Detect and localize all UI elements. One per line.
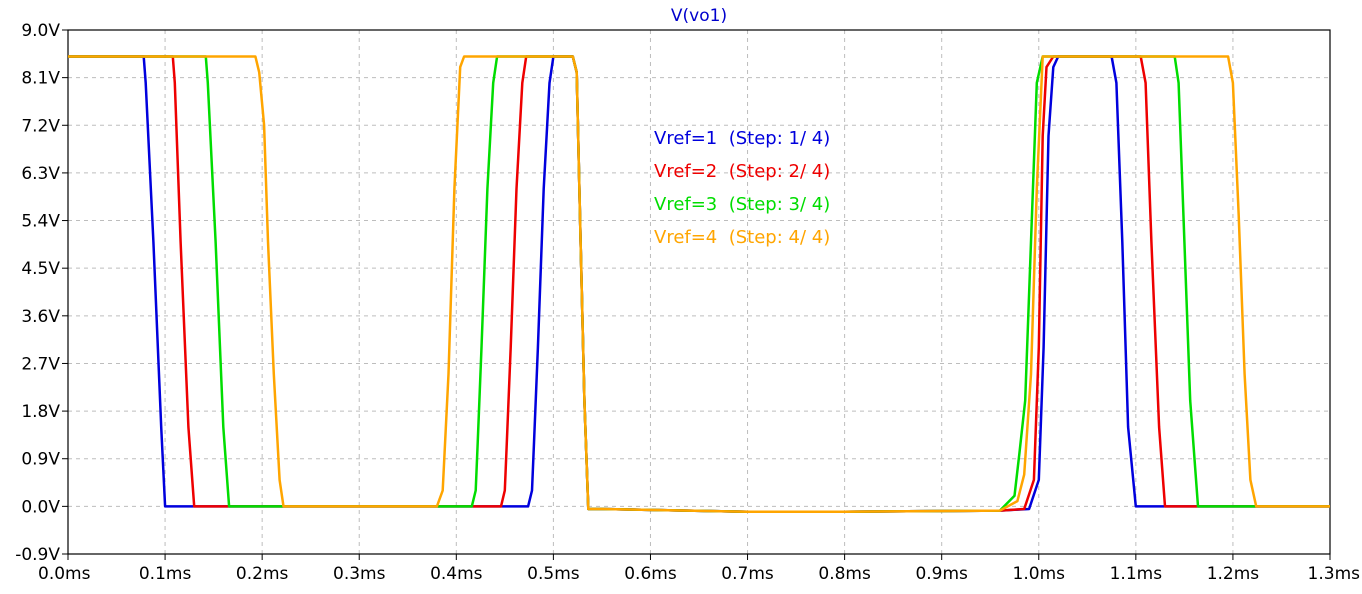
x-tick-label: 0.9ms [915, 564, 968, 584]
chart-title: V(vo1) [671, 6, 727, 26]
legend-entry-2: Vref=2 (Step: 2/ 4) [654, 161, 830, 182]
x-tick-label: 1.1ms [1110, 564, 1163, 584]
x-tick-label: 0.0ms [38, 564, 91, 584]
y-tick-label: 7.2V [21, 116, 60, 136]
x-tick-label: 0.8ms [818, 564, 871, 584]
legend-entry-1: Vref=1 (Step: 1/ 4) [654, 128, 830, 149]
y-axis-ticks: 9.0V 8.1V 7.2V 6.3V 5.4V 4.5V 3.6V 2.7V 1.8V 0.9V… [15, 21, 68, 565]
y-tick-label: 0.9V [21, 450, 60, 470]
legend-entry-3: Vref=3 (Step: 3/ 4) [654, 194, 830, 215]
x-tick-label: 0.3ms [333, 564, 386, 584]
y-tick-label: -0.9V [15, 545, 60, 565]
y-tick-label: 9.0V [21, 21, 60, 41]
y-tick-label: 6.3V [21, 164, 60, 184]
series-line-4 [68, 55, 1330, 513]
x-tick-label: 1.0ms [1013, 564, 1066, 584]
series-lines [68, 55, 1330, 513]
legend: Vref=1 (Step: 1/ 4) Vref=2 (Step: 2/ 4) Vr… [654, 128, 830, 248]
x-tick-label: 0.7ms [721, 564, 774, 584]
plot-border [67, 29, 1331, 555]
x-tick-label: 0.2ms [236, 564, 289, 584]
y-tick-label: 2.7V [21, 354, 60, 374]
y-tick-label: 1.8V [21, 402, 60, 422]
y-tick-label: 3.6V [21, 307, 60, 327]
y-tick-label: 4.5V [21, 259, 60, 279]
legend-entry-4: Vref=4 (Step: 4/ 4) [654, 227, 830, 248]
x-tick-label: 0.5ms [527, 564, 580, 584]
x-axis-ticks: 0.0ms 0.1ms 0.2ms 0.3ms 0.4ms 0.5ms 0.6ms 0.7ms… [38, 554, 1360, 584]
grid-lines [68, 30, 1330, 554]
x-tick-label: 0.4ms [430, 564, 483, 584]
x-tick-label: 1.2ms [1207, 564, 1260, 584]
x-tick-label: 1.3ms [1308, 564, 1361, 584]
y-tick-label: 5.4V [21, 212, 60, 232]
y-tick-label: 8.1V [21, 69, 60, 89]
plot-frame [67, 29, 1331, 555]
y-tick-label: 0.0V [21, 497, 60, 517]
x-tick-label: 0.1ms [139, 564, 192, 584]
x-tick-label: 0.6ms [624, 564, 677, 584]
